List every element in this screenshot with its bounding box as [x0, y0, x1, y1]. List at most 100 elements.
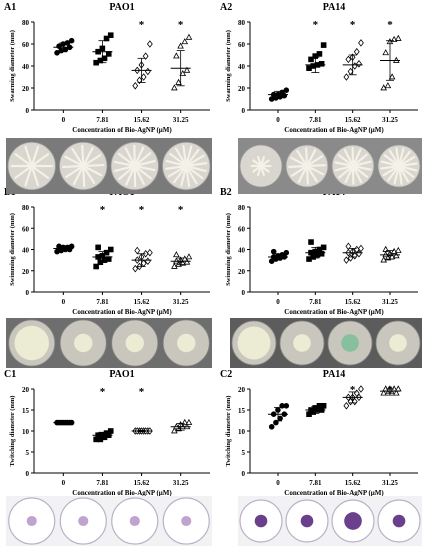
data-point	[183, 66, 191, 73]
x-tick-label: 31.25	[382, 479, 398, 487]
y-tick-label: 20	[22, 85, 30, 93]
data-point	[345, 242, 352, 251]
y-tick-label: 60	[238, 41, 246, 49]
data-point	[358, 385, 364, 393]
colony-center	[349, 162, 357, 170]
series-0	[53, 37, 75, 56]
data-point	[343, 73, 350, 81]
swim-colony	[177, 333, 196, 353]
twitching-stain	[254, 514, 268, 528]
series-15.62: *	[131, 204, 153, 273]
x-tick-label: 31.25	[173, 116, 189, 124]
x-axis-label: Concentration of Bio-AgNP (μM)	[72, 126, 172, 134]
twitching-stain	[344, 512, 362, 530]
significance-marker: *	[100, 386, 106, 398]
y-axis-label: Swarming diameter (mm)	[9, 30, 16, 102]
data-point	[173, 251, 180, 258]
x-tick-label: 0	[62, 116, 66, 124]
data-point	[103, 35, 110, 42]
data-point	[105, 51, 112, 57]
swim-colony	[237, 326, 271, 360]
x-tick-label: 31.25	[173, 298, 189, 306]
swim-colony	[293, 334, 311, 352]
series-31.25: *	[170, 19, 193, 91]
x-tick-label: 0	[62, 298, 66, 306]
twitching-stain	[300, 514, 314, 528]
y-tick-label: 20	[238, 85, 246, 93]
data-point	[394, 385, 402, 392]
chart-title: PA14	[323, 369, 346, 380]
y-tick-label: 10	[22, 428, 30, 436]
A1-photos	[6, 138, 212, 194]
data-point	[181, 38, 189, 45]
data-point	[394, 246, 402, 253]
series-31.25	[170, 418, 193, 434]
panel-label: B2	[220, 187, 232, 198]
x-tick-label: 31.25	[173, 479, 189, 487]
x-tick-label: 0	[62, 479, 66, 487]
series-0	[268, 87, 290, 102]
data-point	[382, 49, 390, 56]
significance-marker: *	[313, 19, 319, 31]
y-tick-label: 0	[242, 289, 246, 297]
swim-colony	[341, 334, 359, 352]
series-31.25: *	[380, 384, 402, 396]
data-point	[392, 389, 400, 396]
data-point	[308, 239, 314, 245]
data-point	[136, 76, 143, 85]
panel-label: C1	[4, 369, 16, 380]
series-7.81: *	[92, 386, 114, 443]
x-tick-label: 0	[276, 116, 280, 124]
y-axis-label: Twitching diameter (mm)	[9, 396, 16, 467]
series-15.62: *	[131, 386, 153, 435]
x-tick-label: 15.62	[134, 116, 150, 124]
data-point	[103, 249, 110, 256]
data-point	[384, 82, 392, 89]
data-point	[179, 69, 187, 77]
y-tick-label: 10	[238, 428, 246, 436]
y-tick-label: 60	[238, 225, 246, 233]
y-tick-label: 40	[238, 63, 246, 71]
series-15.62: *	[342, 384, 364, 410]
x-tick-label: 7.81	[309, 479, 322, 487]
y-tick-label: 5	[242, 449, 246, 457]
colony-center	[182, 162, 190, 170]
x-tick-label: 15.62	[345, 116, 361, 124]
B1-photos	[6, 318, 212, 368]
swim-colony	[125, 333, 144, 353]
series-7.81	[305, 402, 327, 417]
panel-label: C2	[220, 369, 232, 380]
y-tick-label: 80	[22, 19, 30, 27]
swim-colony	[74, 333, 93, 353]
series-7.81	[305, 239, 327, 262]
significance-marker: *	[387, 19, 393, 31]
y-tick-label: 20	[238, 386, 246, 394]
chart-title: PAO1	[109, 369, 134, 380]
data-point	[107, 428, 114, 434]
twitching-stain	[181, 515, 192, 527]
data-point	[320, 42, 327, 48]
colony-center	[395, 162, 403, 170]
significance-marker: *	[178, 204, 184, 216]
x-tick-label: 7.81	[96, 298, 109, 306]
series-15.62: *	[131, 19, 153, 90]
data-point	[345, 55, 352, 64]
data-point	[277, 415, 283, 422]
x-axis-label: Concentration of Bio-AgNP (μM)	[72, 308, 172, 316]
y-tick-label: 5	[26, 449, 30, 457]
x-axis-label: Concentration of Bio-AgNP (μM)	[284, 126, 384, 134]
data-point	[308, 56, 314, 63]
chart-title: PAO1	[109, 2, 134, 13]
significance-marker: *	[387, 384, 393, 396]
data-point	[173, 52, 180, 59]
colony-center	[257, 162, 265, 170]
series-0	[268, 248, 290, 264]
series-0	[53, 419, 75, 426]
y-tick-label: 0	[242, 107, 246, 115]
data-point	[68, 37, 75, 44]
data-point	[185, 33, 193, 40]
data-point	[351, 252, 358, 260]
data-point	[343, 256, 350, 264]
data-point	[320, 244, 327, 251]
series-31.25: *	[380, 19, 402, 91]
